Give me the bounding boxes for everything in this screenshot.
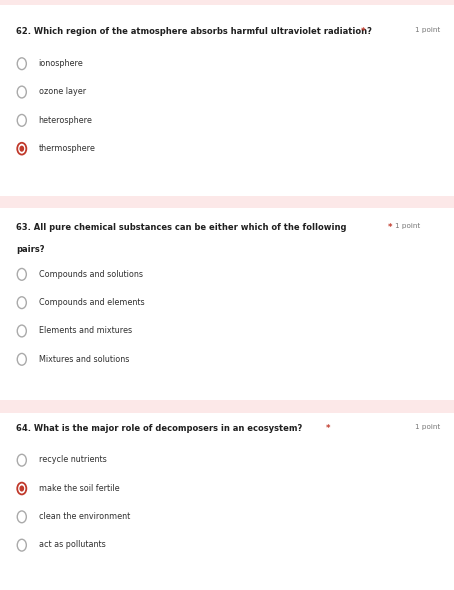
FancyBboxPatch shape (0, 413, 454, 590)
Text: ionosphere: ionosphere (39, 59, 84, 68)
Text: heterosphere: heterosphere (39, 116, 93, 124)
Text: Mixtures and solutions: Mixtures and solutions (39, 355, 129, 363)
Text: Compounds and solutions: Compounds and solutions (39, 270, 143, 278)
Text: 63. All pure chemical substances can be either which of the following: 63. All pure chemical substances can be … (16, 223, 346, 232)
Text: make the soil fertile: make the soil fertile (39, 484, 119, 493)
Text: *: * (388, 223, 393, 232)
Circle shape (20, 146, 24, 152)
Text: ozone layer: ozone layer (39, 87, 86, 96)
Text: thermosphere: thermosphere (39, 144, 95, 153)
Text: *: * (361, 27, 365, 35)
FancyBboxPatch shape (0, 204, 454, 208)
Text: clean the environment: clean the environment (39, 512, 130, 521)
Text: 1 point: 1 point (395, 223, 420, 229)
Text: *: * (326, 424, 331, 432)
Text: Elements and mixtures: Elements and mixtures (39, 326, 132, 335)
Text: act as pollutants: act as pollutants (39, 540, 105, 549)
Text: 64. What is the major role of decomposers in an ecosystem?: 64. What is the major role of decomposer… (16, 424, 302, 432)
FancyBboxPatch shape (0, 408, 454, 413)
Text: pairs?: pairs? (16, 245, 44, 254)
FancyBboxPatch shape (0, 5, 454, 196)
Text: 62. Which region of the atmosphere absorbs harmful ultraviolet radiation?: 62. Which region of the atmosphere absor… (16, 27, 372, 35)
Text: recycle nutrients: recycle nutrients (39, 455, 106, 464)
Text: 1 point: 1 point (415, 424, 440, 430)
Text: Compounds and elements: Compounds and elements (39, 298, 144, 307)
Circle shape (20, 486, 24, 491)
FancyBboxPatch shape (0, 208, 454, 400)
Text: 1 point: 1 point (415, 27, 440, 32)
FancyBboxPatch shape (0, 0, 454, 5)
